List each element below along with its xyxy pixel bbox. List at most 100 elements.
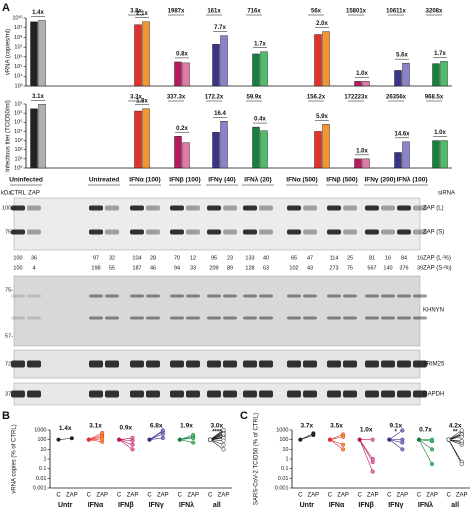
zap-point — [221, 447, 226, 452]
blot-band — [343, 360, 357, 368]
pair-line — [329, 439, 344, 450]
x-pair-label: ZAP — [96, 493, 108, 499]
x-pair-label: ZAP — [397, 493, 409, 499]
blot-band — [287, 360, 301, 368]
y-tick-label: 10² — [15, 147, 23, 153]
y-tick-label: 10¹⁰ — [12, 14, 23, 21]
x-pair-label: C — [328, 493, 333, 499]
fold-label: 3.0x — [211, 423, 224, 430]
blot-label: KHNYN — [423, 308, 444, 314]
fold-label: 1.0x — [356, 71, 368, 77]
blot-band — [303, 205, 317, 211]
bar — [394, 70, 402, 87]
blot-band — [413, 205, 427, 211]
blot-band — [243, 205, 257, 211]
pair-line — [418, 439, 433, 465]
condition-label: IFNβ (100) — [169, 177, 200, 184]
blot-band — [105, 229, 119, 235]
blot-band — [207, 316, 221, 320]
blot-band — [381, 205, 395, 211]
fold-label: 0.4x — [254, 117, 266, 123]
pair-line — [149, 433, 163, 440]
blot-band — [397, 390, 411, 398]
zap-point — [340, 447, 346, 452]
pair-line — [329, 436, 344, 440]
blot-band — [303, 316, 317, 320]
blot-band — [146, 316, 160, 320]
y-tick-label: 10⁵ — [14, 119, 22, 126]
quant-value: 104 — [132, 255, 141, 261]
lane-label: CTRL — [10, 191, 26, 197]
comparison-label: 968.5x — [425, 95, 444, 101]
fold-label: 14.6x — [394, 131, 410, 137]
blot-band — [303, 360, 317, 368]
blot-band — [186, 390, 200, 398]
blot-band — [243, 360, 257, 368]
y-axis-label: vRNA (copies/ml) — [6, 29, 12, 75]
fold-label: 1.0x — [356, 148, 368, 154]
blot-band — [343, 316, 357, 320]
bar — [142, 108, 150, 169]
bar — [322, 31, 330, 87]
x-pair-label: C — [147, 493, 152, 499]
zap-point — [221, 442, 226, 447]
blot-band — [223, 390, 237, 398]
bar — [394, 152, 402, 169]
comparison-label: 3208x — [426, 9, 443, 15]
y-tick-label: 1 — [43, 456, 46, 462]
x-pair-label: C — [117, 493, 122, 499]
blot-band — [130, 229, 144, 235]
fold-label: 3.1x — [89, 423, 102, 430]
pair-line — [329, 434, 344, 440]
zap-point — [429, 462, 435, 467]
pair-line — [179, 437, 194, 440]
quant-value: 102 — [289, 265, 298, 271]
blot-band — [89, 294, 103, 298]
blot-band — [327, 229, 341, 235]
comparison-label: 156.2x — [307, 95, 326, 101]
y-axis-label: Infectious titer (TCID50/ml) — [6, 100, 12, 172]
blot-band — [397, 205, 411, 211]
blot-band — [287, 294, 301, 298]
zap-point — [100, 430, 105, 435]
kda-label: kDa — [1, 191, 12, 197]
fold-label: 5.9x — [316, 114, 328, 120]
quant-value: 46 — [150, 265, 156, 271]
quant-value: 140 — [383, 265, 392, 271]
comparison-label: 3.3x — [130, 95, 142, 101]
bar — [354, 158, 362, 169]
blot-band — [243, 294, 257, 298]
blot-band — [397, 294, 411, 298]
zap-point — [130, 442, 135, 447]
y-tick-label: 1000 — [276, 427, 288, 433]
y-tick-label: 0.01 — [36, 476, 47, 482]
quant-value: 16 — [417, 255, 423, 261]
blot-label: ZAP (S) — [423, 230, 444, 236]
mw-marker: 72- — [5, 361, 13, 367]
blot-band — [287, 390, 301, 398]
pair-line — [88, 439, 103, 443]
blot-band — [413, 316, 427, 320]
y-tick-label: 10¹ — [15, 156, 23, 162]
comparison-label: 15801x — [346, 9, 367, 15]
blot-band — [287, 229, 301, 235]
blot-band — [170, 390, 184, 398]
bar — [220, 121, 228, 169]
blot-band — [327, 316, 341, 320]
quant-value: 133 — [245, 255, 254, 261]
pair-line — [359, 439, 373, 472]
y-tick-label: 100 — [37, 437, 46, 443]
comparison-label: 716x — [247, 9, 261, 15]
significance: **** — [212, 430, 222, 436]
comparison-label: 172223x — [344, 95, 368, 101]
fold-label: 1.7x — [434, 51, 446, 57]
mw-marker: 75- — [5, 287, 13, 293]
blot-band — [27, 294, 41, 298]
y-axis-label: vRNA copies (% of CTRL) — [12, 424, 18, 493]
x-pair-label: C — [298, 493, 303, 499]
blot-band — [397, 316, 411, 320]
bar — [252, 53, 260, 87]
quant-value: 100 — [13, 265, 22, 271]
fold-label: 2.1x — [136, 11, 148, 17]
x-group-label: all — [451, 502, 459, 509]
